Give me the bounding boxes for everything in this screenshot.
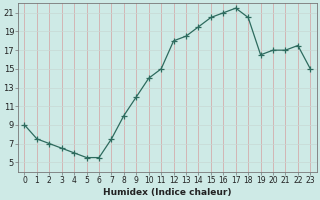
X-axis label: Humidex (Indice chaleur): Humidex (Indice chaleur) <box>103 188 232 197</box>
